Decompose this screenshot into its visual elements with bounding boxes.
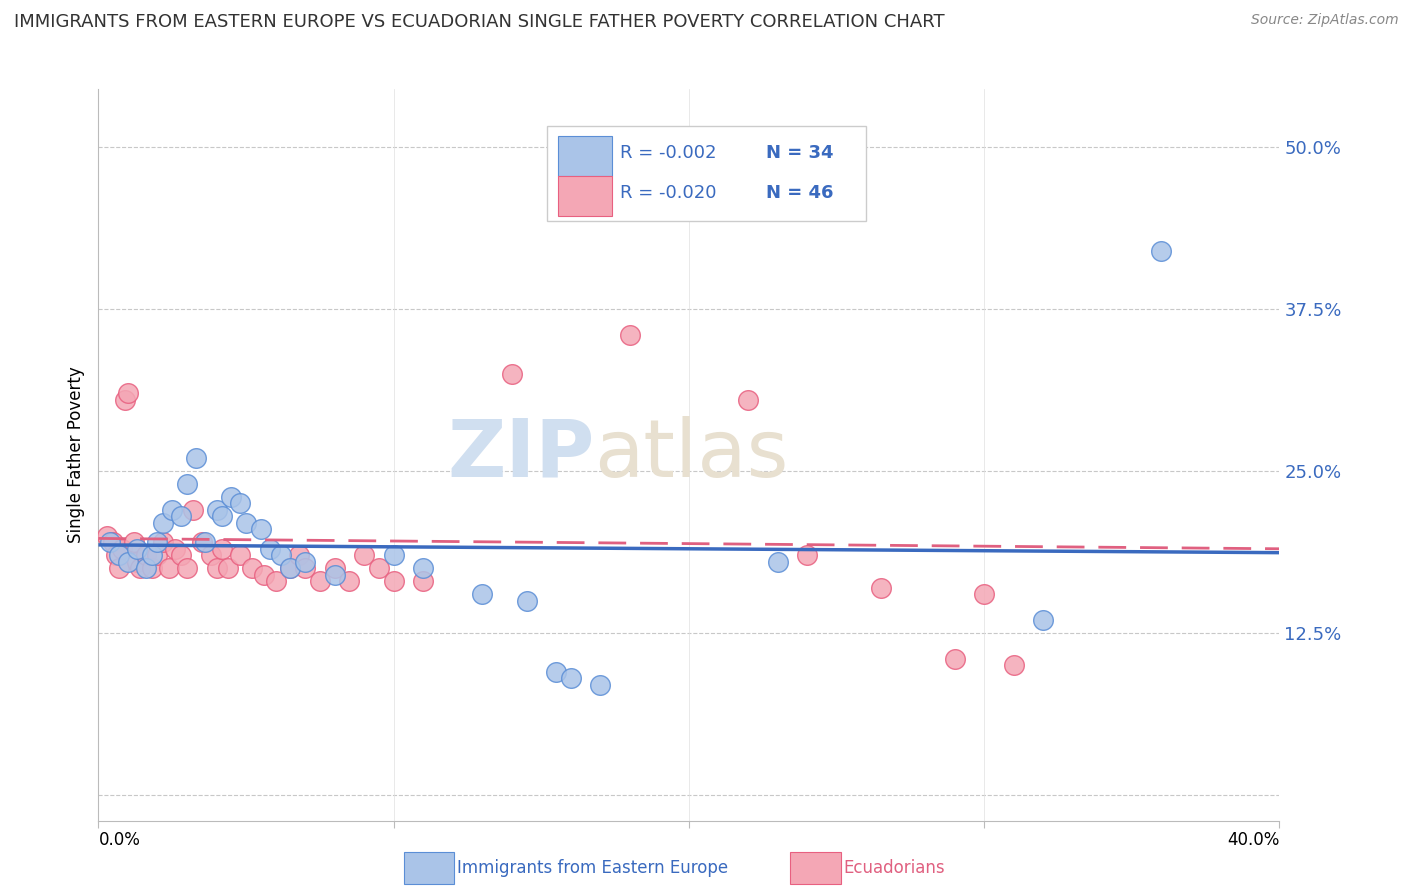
Point (337, 574, 360, 589)
Point (128, 561, 150, 575)
Point (200, 548, 222, 562)
Text: IMMIGRANTS FROM EASTERN EUROPE VS ECUADORIAN SINGLE FATHER POVERTY CORRELATION C: IMMIGRANTS FROM EASTERN EUROPE VS ECUADO… (14, 13, 945, 31)
Point (270, 548, 292, 562)
Text: Immigrants from Eastern Europe: Immigrants from Eastern Europe (457, 859, 728, 877)
Point (146, 548, 169, 562)
Point (973, 587, 995, 601)
Point (181, 503, 204, 517)
Point (135, 561, 157, 575)
Point (1002, 658, 1025, 673)
Text: 0.0%: 0.0% (98, 831, 141, 849)
Text: Ecuadorians: Ecuadorians (844, 859, 945, 877)
Point (205, 503, 228, 517)
Text: 40.0%: 40.0% (1227, 831, 1279, 849)
Point (117, 386, 139, 401)
Point (412, 561, 434, 575)
Point (737, 392, 759, 407)
Point (217, 561, 239, 575)
Point (141, 548, 163, 562)
Point (170, 509, 193, 524)
Point (122, 535, 145, 549)
Point (125, 555, 148, 569)
Point (278, 561, 302, 575)
Point (309, 574, 332, 589)
FancyBboxPatch shape (558, 136, 612, 176)
Point (323, 561, 346, 575)
Point (323, 567, 346, 582)
Point (194, 535, 217, 549)
Point (211, 509, 233, 524)
Point (152, 535, 174, 549)
Point (117, 555, 139, 569)
Point (766, 555, 789, 569)
Point (544, 665, 567, 679)
Point (353, 548, 375, 562)
Point (135, 548, 157, 562)
Text: atlas: atlas (595, 416, 789, 494)
Point (294, 555, 316, 569)
Point (152, 516, 174, 530)
Point (162, 503, 183, 517)
Text: Source: ZipAtlas.com: Source: ZipAtlas.com (1251, 13, 1399, 28)
Text: N = 34: N = 34 (766, 144, 834, 161)
Point (108, 548, 131, 562)
Point (125, 541, 148, 556)
Point (211, 541, 233, 556)
Point (205, 561, 228, 575)
Point (560, 671, 582, 685)
Text: R = -0.020: R = -0.020 (620, 184, 717, 202)
Point (869, 581, 891, 595)
Point (368, 561, 391, 575)
Point (278, 561, 302, 575)
Point (1150, 244, 1173, 258)
FancyBboxPatch shape (558, 177, 612, 216)
Point (619, 328, 641, 343)
Point (240, 561, 263, 575)
Point (382, 548, 405, 562)
Point (111, 541, 134, 556)
Point (382, 574, 405, 589)
Point (165, 541, 187, 556)
Point (501, 367, 523, 381)
Point (219, 490, 242, 504)
Point (264, 574, 287, 589)
Point (176, 477, 198, 491)
Text: R = -0.002: R = -0.002 (620, 144, 717, 161)
Point (157, 561, 180, 575)
Point (176, 561, 198, 575)
FancyBboxPatch shape (547, 126, 866, 221)
Point (943, 652, 966, 666)
Point (253, 567, 276, 582)
Point (235, 516, 257, 530)
Point (259, 541, 281, 556)
Point (589, 678, 612, 692)
Point (108, 561, 131, 575)
Point (191, 535, 214, 549)
Point (105, 548, 128, 562)
Y-axis label: Single Father Poverty: Single Father Poverty (66, 367, 84, 543)
Point (114, 392, 136, 407)
Point (103, 535, 125, 549)
Point (229, 548, 252, 562)
Text: N = 46: N = 46 (766, 184, 834, 202)
Point (294, 561, 316, 575)
Point (796, 548, 818, 562)
Point (288, 548, 311, 562)
Point (184, 451, 207, 466)
Point (1032, 613, 1054, 627)
Point (412, 574, 434, 589)
Point (515, 593, 537, 607)
Point (229, 496, 252, 510)
Point (146, 535, 169, 549)
Point (96, 529, 118, 543)
Point (250, 522, 273, 536)
Point (170, 548, 193, 562)
Point (471, 587, 494, 601)
Point (98, 535, 121, 549)
Text: ZIP: ZIP (447, 416, 595, 494)
Point (141, 561, 163, 575)
